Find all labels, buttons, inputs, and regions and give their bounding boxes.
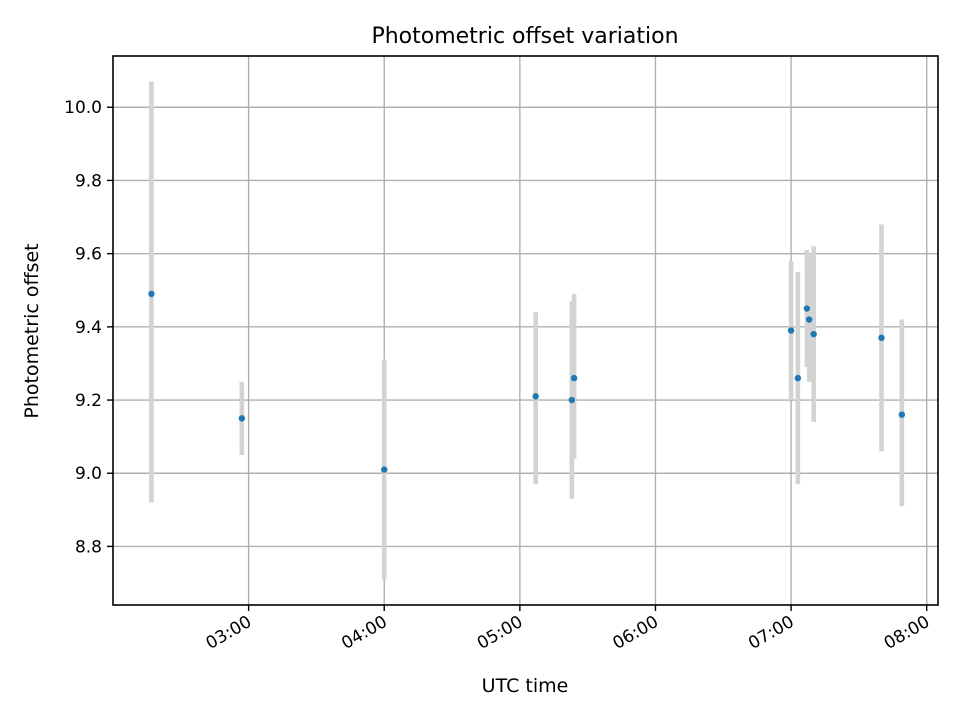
y-tick-label: 9.8 <box>75 171 102 191</box>
point-layer <box>148 290 906 473</box>
y-tick-label: 9.6 <box>75 245 102 265</box>
x-tick-label: 03:00 <box>203 612 255 654</box>
y-tick-label: 9.2 <box>75 391 102 411</box>
data-point <box>803 305 811 312</box>
data-point <box>238 415 246 422</box>
data-point <box>381 466 388 473</box>
data-point <box>805 316 813 323</box>
y-axis-label: Photometric offset <box>21 243 43 418</box>
data-point <box>570 374 578 382</box>
x-axis-label: UTC time <box>482 675 569 697</box>
data-point <box>568 396 576 404</box>
x-tick-label: 05:00 <box>474 612 526 654</box>
data-point <box>898 411 906 418</box>
data-point <box>532 393 539 400</box>
data-point <box>148 290 155 298</box>
data-point <box>810 330 817 338</box>
y-tick-label: 9.4 <box>75 318 102 338</box>
x-tick-label: 06:00 <box>610 612 662 654</box>
plot-frame <box>112 55 939 606</box>
y-tick-label: 9.0 <box>75 464 102 484</box>
y-tick-label: 10.0 <box>64 98 102 118</box>
chart-title: Photometric offset variation <box>371 24 678 49</box>
x-tick-label: 08:00 <box>881 612 933 654</box>
data-point <box>794 374 802 382</box>
data-point <box>787 327 795 334</box>
data-point <box>878 334 885 342</box>
y-tick-label: 8.8 <box>75 537 102 557</box>
x-tick-label: 07:00 <box>745 612 797 654</box>
x-tick-label: 04:00 <box>338 612 390 654</box>
tick-layer: 03:00 04:00 05:00 06:00 07:00 08:00 8.8 9.0 9.2 9… <box>64 98 933 654</box>
